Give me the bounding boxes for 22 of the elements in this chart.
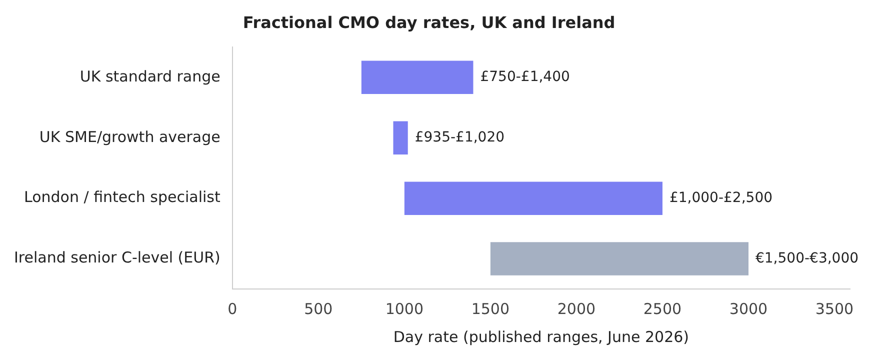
- data-label: €1,500-€3,000: [755, 250, 859, 266]
- x-tick-label: 3500: [815, 300, 854, 318]
- x-tick-label: 1500: [471, 300, 510, 318]
- x-axis-title: Day rate (published ranges, June 2026): [393, 328, 690, 346]
- x-tick-label: 2000: [557, 300, 596, 318]
- data-label: £935-£1,020: [414, 130, 505, 146]
- bar: [361, 60, 474, 94]
- x-tick-label: 500: [304, 300, 333, 318]
- bar: [404, 182, 662, 215]
- x-tick-label: 1000: [385, 300, 424, 318]
- data-label: £750-£1,400: [480, 69, 570, 86]
- chart-title: Fractional CMO day rates, UK and Ireland: [242, 12, 616, 32]
- y-tick-label: UK SME/growth average: [39, 128, 220, 146]
- x-tick-label: 2500: [643, 300, 682, 318]
- y-tick-label: London / fintech specialist: [24, 188, 220, 206]
- bar: [393, 121, 408, 154]
- bar: [490, 242, 748, 276]
- data-label: £1,000-£2,500: [669, 190, 773, 206]
- y-tick-label: Ireland senior C-level (EUR): [14, 248, 220, 267]
- x-tick-label: 0: [228, 300, 238, 318]
- y-tick-label: UK standard range: [80, 67, 220, 86]
- x-tick-label: 3000: [729, 300, 768, 318]
